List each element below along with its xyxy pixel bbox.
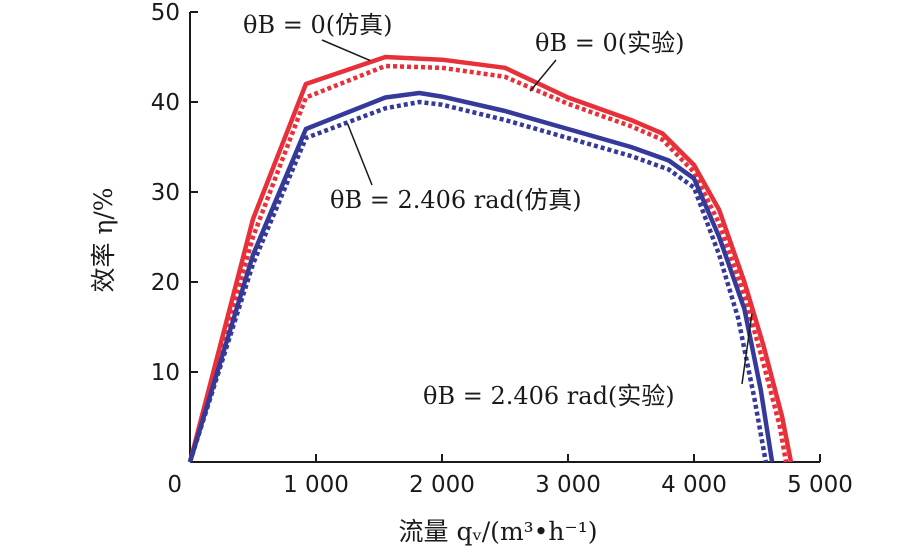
x-tick-label: 0 — [167, 472, 182, 498]
x-ticks: 0 1 000 2 000 3 000 4 000 5 000 — [167, 454, 853, 498]
annotation-theta0-exp: θB = 0(实验) — [535, 29, 684, 57]
x-axis-title: 流量 qᵥ/(m³•h⁻¹) — [399, 517, 598, 546]
y-tick-label: 50 — [151, 0, 180, 26]
annotation-leader-3 — [346, 123, 373, 186]
annotation-theta2406-sim: θB = 2.406 rad(仿真) — [330, 186, 582, 214]
annotation-theta0-sim: θB = 0(仿真) — [243, 11, 392, 39]
annotation-leader-1 — [321, 39, 371, 62]
annotation-leaders — [321, 39, 753, 385]
annotation-theta2406-exp: θB = 2.406 rad(实验) — [423, 382, 675, 410]
series-line-1 — [187, 54, 794, 463]
series-line-4 — [187, 99, 769, 463]
series-line-3 — [187, 90, 775, 463]
series-line-2 — [187, 63, 789, 463]
x-tick-label: 5 000 — [787, 472, 853, 498]
y-ticks: 10 20 30 40 50 — [151, 0, 198, 386]
x-tick-label: 2 000 — [409, 472, 475, 498]
y-tick-label: 20 — [151, 270, 180, 296]
y-tick-label: 30 — [151, 180, 180, 206]
annotation-leader-4 — [741, 313, 753, 385]
series-layer — [187, 54, 794, 463]
y-axis-title: 效率 η/% — [89, 187, 118, 292]
y-tick-label: 40 — [151, 90, 180, 116]
x-tick-label: 3 000 — [535, 472, 601, 498]
annotation-leader-2 — [529, 59, 557, 92]
x-tick-label: 1 000 — [283, 472, 349, 498]
x-tick-label: 4 000 — [661, 472, 727, 498]
y-tick-label: 10 — [151, 360, 180, 386]
